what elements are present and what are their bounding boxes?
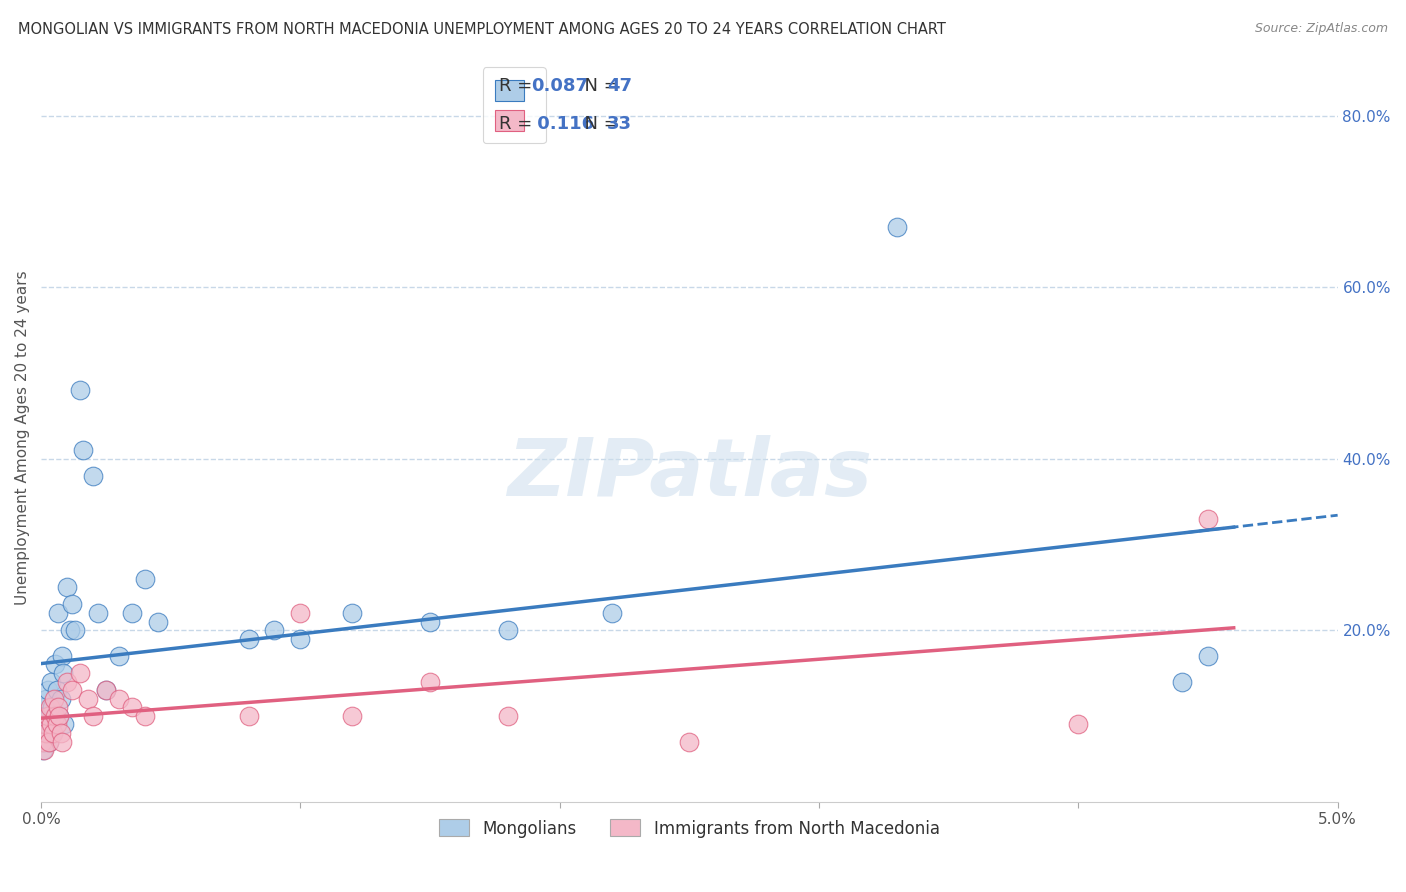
Text: 47: 47 bbox=[607, 78, 633, 95]
Point bbox=[1171, 674, 1194, 689]
Point bbox=[263, 623, 285, 637]
Point bbox=[35, 717, 58, 731]
Point bbox=[121, 700, 143, 714]
Point bbox=[32, 743, 55, 757]
Point bbox=[60, 683, 83, 698]
Point bbox=[342, 709, 364, 723]
Point bbox=[42, 691, 65, 706]
Text: 0.116: 0.116 bbox=[531, 115, 595, 134]
Point bbox=[31, 734, 53, 748]
Point bbox=[1067, 717, 1090, 731]
Point bbox=[41, 717, 63, 731]
Y-axis label: Unemployment Among Ages 20 to 24 years: Unemployment Among Ages 20 to 24 years bbox=[15, 270, 30, 605]
Text: ZIPatlas: ZIPatlas bbox=[508, 434, 872, 513]
Point bbox=[290, 606, 312, 620]
Point bbox=[51, 734, 73, 748]
Point bbox=[45, 683, 67, 698]
Text: 33: 33 bbox=[607, 115, 633, 134]
Point bbox=[600, 606, 623, 620]
Point bbox=[69, 383, 91, 397]
Point bbox=[290, 632, 312, 646]
Point bbox=[37, 683, 59, 698]
Text: N =: N = bbox=[574, 115, 626, 134]
Point bbox=[49, 726, 72, 740]
Point bbox=[82, 709, 104, 723]
Point bbox=[134, 709, 156, 723]
Point bbox=[94, 683, 117, 698]
Point bbox=[39, 717, 62, 731]
Point bbox=[56, 580, 79, 594]
Point bbox=[38, 734, 60, 748]
Point bbox=[63, 623, 86, 637]
Text: 0.087: 0.087 bbox=[531, 78, 588, 95]
Point bbox=[42, 726, 65, 740]
Point bbox=[42, 726, 65, 740]
Point bbox=[108, 648, 131, 663]
Point bbox=[59, 623, 82, 637]
Point bbox=[44, 657, 66, 672]
Point bbox=[39, 700, 62, 714]
Point bbox=[35, 691, 58, 706]
Point bbox=[56, 674, 79, 689]
Point bbox=[82, 468, 104, 483]
Point bbox=[1197, 648, 1219, 663]
Point bbox=[31, 717, 53, 731]
Point bbox=[48, 709, 70, 723]
Point bbox=[108, 691, 131, 706]
Point bbox=[94, 683, 117, 698]
Point bbox=[342, 606, 364, 620]
Point bbox=[46, 606, 69, 620]
Point bbox=[69, 665, 91, 680]
Point bbox=[32, 743, 55, 757]
Point bbox=[34, 726, 56, 740]
Point bbox=[76, 691, 98, 706]
Point bbox=[45, 717, 67, 731]
Text: R =: R = bbox=[499, 78, 538, 95]
Point bbox=[41, 700, 63, 714]
Point bbox=[48, 709, 70, 723]
Point bbox=[87, 606, 110, 620]
Point bbox=[419, 615, 441, 629]
Text: Source: ZipAtlas.com: Source: ZipAtlas.com bbox=[1254, 22, 1388, 36]
Point bbox=[37, 709, 59, 723]
Point bbox=[121, 606, 143, 620]
Point bbox=[38, 734, 60, 748]
Point bbox=[146, 615, 169, 629]
Point bbox=[238, 632, 260, 646]
Legend: Mongolians, Immigrants from North Macedonia: Mongolians, Immigrants from North Macedo… bbox=[433, 813, 946, 844]
Text: R =: R = bbox=[499, 115, 538, 134]
Point bbox=[41, 674, 63, 689]
Text: N =: N = bbox=[574, 78, 626, 95]
Text: MONGOLIAN VS IMMIGRANTS FROM NORTH MACEDONIA UNEMPLOYMENT AMONG AGES 20 TO 24 YE: MONGOLIAN VS IMMIGRANTS FROM NORTH MACED… bbox=[18, 22, 946, 37]
Point bbox=[1197, 512, 1219, 526]
Point bbox=[72, 443, 94, 458]
Point bbox=[52, 665, 75, 680]
Point bbox=[496, 709, 519, 723]
Point bbox=[886, 220, 908, 235]
Point bbox=[678, 734, 700, 748]
Point bbox=[51, 648, 73, 663]
Point bbox=[238, 709, 260, 723]
Point bbox=[38, 709, 60, 723]
Point bbox=[35, 726, 58, 740]
Point bbox=[49, 691, 72, 706]
Point bbox=[44, 709, 66, 723]
Point bbox=[53, 717, 76, 731]
Point bbox=[419, 674, 441, 689]
Point bbox=[496, 623, 519, 637]
Point bbox=[60, 598, 83, 612]
Point bbox=[32, 734, 55, 748]
Point bbox=[134, 572, 156, 586]
Point bbox=[42, 709, 65, 723]
Point bbox=[46, 700, 69, 714]
Point bbox=[34, 717, 56, 731]
Point bbox=[35, 709, 58, 723]
Point bbox=[32, 700, 55, 714]
